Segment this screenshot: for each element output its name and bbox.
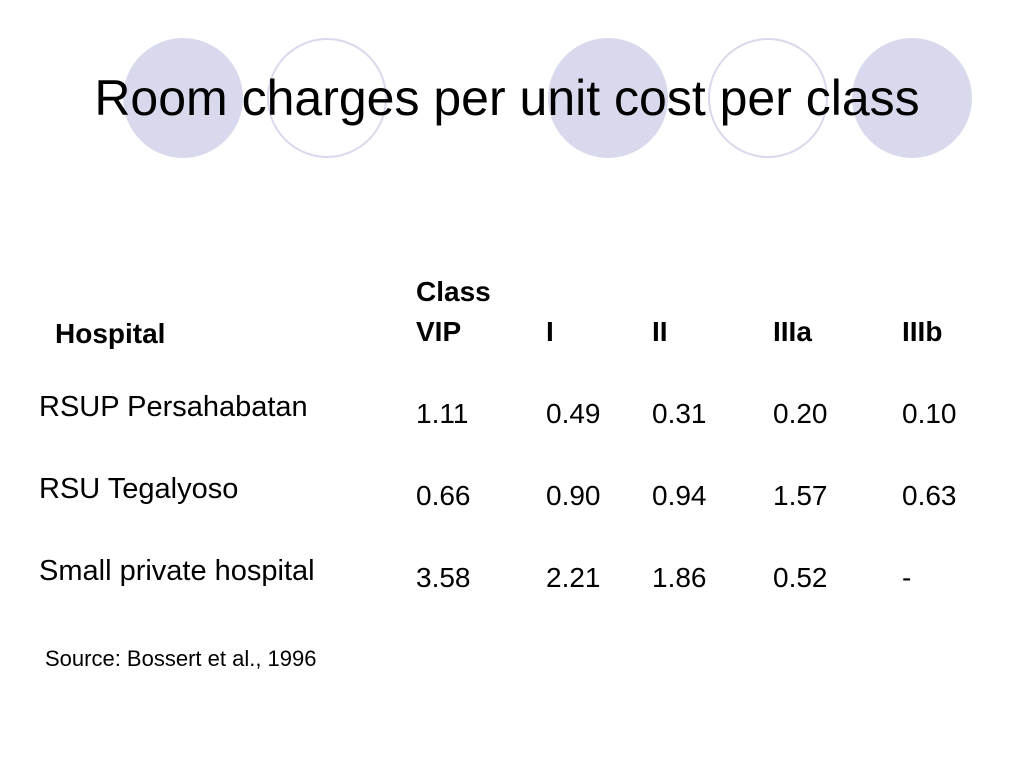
decorative-circle-2 [267, 38, 387, 158]
cell-iiib: - [902, 562, 912, 593]
cell-vip: 1.11 [416, 398, 469, 429]
column-header-vip: VIP [416, 316, 462, 347]
cell-iiib: 0.10 [902, 398, 957, 429]
column-header-i: I [546, 316, 554, 347]
cell-iiia: 0.52 [773, 562, 828, 593]
cell-iiia: 1.57 [773, 480, 828, 511]
source-citation: Source: Bossert et al., 1996 [45, 646, 317, 671]
row-hospital-name: Small private hospital [39, 555, 315, 587]
cell-vip: 0.66 [416, 480, 471, 511]
cell-iiib: 0.63 [902, 480, 957, 511]
cell-ii: 0.94 [652, 480, 707, 511]
column-header-iiia: IIIa [773, 316, 812, 347]
cell-iiia: 0.20 [773, 398, 828, 429]
decorative-circle-1 [123, 38, 243, 158]
decorative-circle-5 [852, 38, 972, 158]
class-group-label: Class [416, 276, 491, 307]
column-header-ii: II [652, 316, 668, 347]
cell-ii: 0.31 [652, 398, 707, 429]
cell-i: 2.21 [546, 562, 601, 593]
column-header-iiib: IIIb [902, 316, 943, 347]
decorative-circle-3 [548, 38, 668, 158]
row-hospital-name: RSUP Persahabatan [39, 391, 308, 423]
slide-title: Room charges per unit cost per class [94, 70, 920, 126]
cell-i: 0.90 [546, 480, 601, 511]
row-hospital-name: RSU Tegalyoso [39, 473, 239, 505]
column-header-hospital: Hospital [55, 318, 166, 349]
cell-ii: 1.86 [652, 562, 707, 593]
decorative-circle-4 [708, 38, 828, 158]
cell-vip: 3.58 [416, 562, 471, 593]
cell-i: 0.49 [546, 398, 601, 429]
